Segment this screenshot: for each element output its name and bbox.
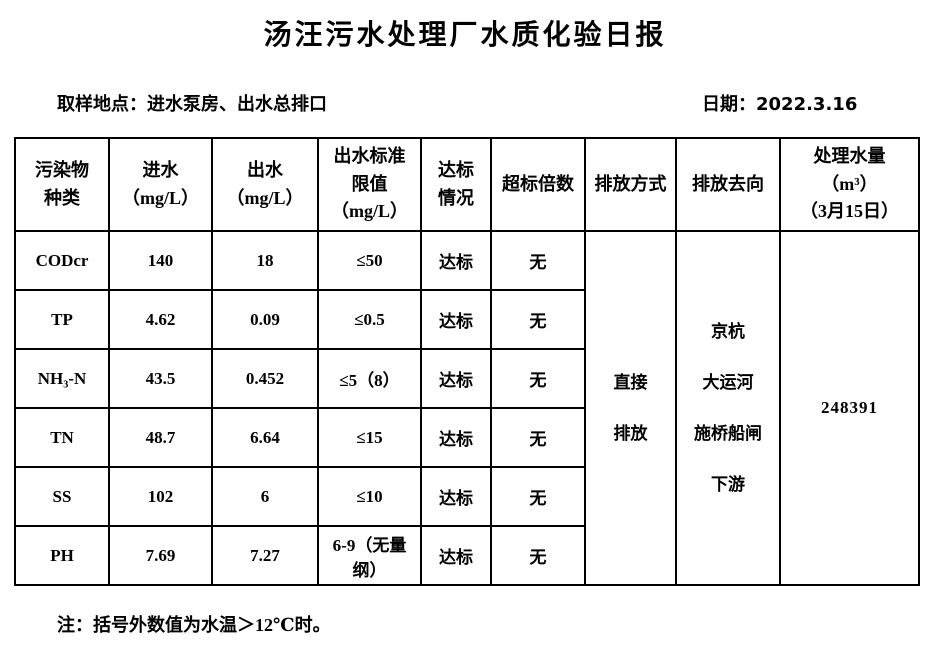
table-row-nh3n: NH₃-N 43.5 0.452 ≤5（8） 达标 无: [14, 348, 919, 409]
pollutant-name: SS: [14, 466, 110, 527]
limit-value: ≤50: [317, 230, 422, 291]
page-title: 汤汪污水处理厂水质化验日报: [263, 18, 667, 51]
header-compliance-status: 达标 情况: [420, 137, 492, 232]
exceedance-value: 无: [490, 289, 586, 350]
table-row-tp: TP 4.62 0.09 ≤0.5 达标 无: [14, 289, 919, 350]
inflow-value: 43.5: [108, 348, 213, 409]
status-value: 达标: [420, 289, 492, 350]
header-outflow: 出水 （mg/L）: [211, 137, 319, 232]
limit-value: ≤5（8）: [317, 348, 422, 409]
exceedance-value: 无: [490, 407, 586, 468]
inflow-value: 4.62: [108, 289, 213, 350]
discharge-method-cell: 直接 排放: [584, 230, 677, 586]
outflow-value: 0.452: [211, 348, 319, 409]
discharge-destination-cell: 京杭 大运河 施桥船闸 下游: [675, 230, 781, 586]
status-value: 达标: [420, 466, 492, 527]
footnote: 注：括号外数值为水温＞12℃时。: [57, 615, 331, 635]
header-pollutant-type: 污染物 种类: [14, 137, 110, 232]
status-value: 达标: [420, 525, 492, 586]
inflow-value: 140: [108, 230, 213, 291]
exceedance-value: 无: [490, 525, 586, 586]
header-discharge-method: 排放方式: [584, 137, 677, 232]
pollutant-name: TP: [14, 289, 110, 350]
inflow-value: 48.7: [108, 407, 213, 468]
outflow-value: 0.09: [211, 289, 319, 350]
pollutant-name: TN: [14, 407, 110, 468]
pollutant-name: CODcr: [14, 230, 110, 291]
pollutant-name: NH₃-N: [14, 348, 110, 409]
exceedance-value: 无: [490, 230, 586, 291]
table-row-ss: SS 102 6 ≤10 达标 无: [14, 466, 919, 527]
table-header-row: 污染物 种类 进水 （mg/L） 出水 （mg/L） 出水标准 限值 （mg/L…: [14, 137, 920, 232]
outflow-value: 6.64: [211, 407, 319, 468]
inflow-value: 7.69: [108, 525, 213, 586]
status-value: 达标: [420, 348, 492, 409]
limit-value: ≤15: [317, 407, 422, 468]
report-date-label: 日期：2022.3.16: [702, 94, 858, 115]
pollutant-name: PH: [14, 525, 110, 586]
sampling-location-label: 取样地点：进水泵房、出水总排口: [57, 94, 327, 115]
header-discharge-destination: 排放去向: [675, 137, 781, 232]
limit-value: ≤0.5: [317, 289, 422, 350]
exceedance-value: 无: [490, 348, 586, 409]
water-quality-table: 污染物 种类 进水 （mg/L） 出水 （mg/L） 出水标准 限值 （mg/L…: [14, 137, 920, 586]
limit-value: ≤10: [317, 466, 422, 527]
exceedance-value: 无: [490, 466, 586, 527]
table-row-codcr: CODcr 140 18 ≤50 达标 无 直接 排放 京杭 大运河 施桥船闸 …: [14, 230, 920, 586]
treated-volume-cell: 248391: [779, 230, 920, 586]
inflow-value: 102: [108, 466, 213, 527]
outflow-value: 6: [211, 466, 319, 527]
table-row-ph: PH 7.69 7.27 6-9（无量纲） 达标 无: [14, 525, 919, 586]
header-inflow: 进水 （mg/L）: [108, 137, 213, 232]
limit-value: 6-9（无量纲）: [317, 525, 422, 586]
outflow-value: 7.27: [211, 525, 319, 586]
status-value: 达标: [420, 407, 492, 468]
status-value: 达标: [420, 230, 492, 291]
table-row-tn: TN 48.7 6.64 ≤15 达标 无: [14, 407, 919, 468]
outflow-value: 18: [211, 230, 319, 291]
header-outflow-limit: 出水标准 限值 （mg/L）: [317, 137, 422, 232]
header-treated-volume: 处理水量 （m³） （3月15日）: [779, 137, 920, 232]
header-exceedance-multiple: 超标倍数: [490, 137, 586, 232]
